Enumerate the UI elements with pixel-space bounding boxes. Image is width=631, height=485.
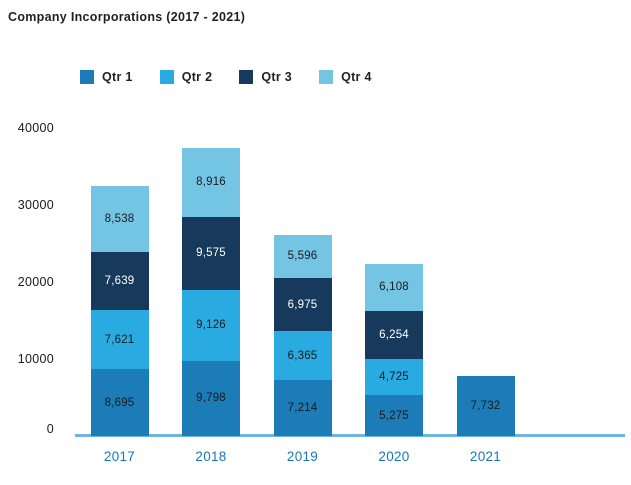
- bar-segment-2018-qtr3: 9,575: [182, 216, 240, 291]
- y-axis-tick-label: 40000: [17, 121, 54, 135]
- legend-label: Qtr 4: [341, 70, 372, 84]
- bar-segment-2017-qtr2: 7,621: [90, 310, 149, 370]
- data-label: 6,975: [287, 298, 318, 311]
- x-axis-label-2020: 2020: [378, 449, 410, 464]
- bar-segment-2019-qtr4: 5,596: [273, 234, 332, 278]
- y-axis-tick-label: 0: [46, 422, 54, 436]
- bar-segment-2019-qtr1: 7,214: [273, 380, 332, 436]
- data-label: 8,538: [104, 212, 135, 225]
- x-axis-label-2021: 2021: [469, 449, 502, 464]
- data-label: 5,275: [379, 409, 409, 422]
- data-label: 6,365: [287, 349, 318, 362]
- legend: Qtr 1 Qtr 2 Qtr 3 Qtr 4: [80, 70, 372, 84]
- bar-segment-2020-qtr2: 4,725: [365, 359, 423, 396]
- legend-swatch-icon: [319, 70, 334, 84]
- data-label: 9,126: [196, 319, 226, 332]
- legend-item-1: Qtr 1: [80, 70, 133, 84]
- stacked-bar-2017: 8,695 7,621 7,639 8,538: [90, 185, 149, 436]
- stacked-bar-2021: 7,732: [456, 376, 515, 436]
- x-axis-line: [75, 434, 625, 437]
- legend-label: Qtr 1: [102, 70, 133, 84]
- legend-item-2: Qtr 2: [159, 70, 213, 84]
- y-axis-tick-label: 20000: [17, 275, 54, 289]
- bar-segment-2020-qtr1: 5,275: [365, 395, 423, 436]
- bar-segment-2017-qtr4: 8,538: [90, 185, 149, 252]
- data-label: 4,725: [379, 371, 409, 384]
- legend-swatch-icon: [159, 70, 174, 84]
- legend-item-4: Qtr 4: [319, 70, 372, 84]
- bar-segment-2019-qtr3: 6,975: [273, 277, 332, 332]
- data-label: 9,798: [196, 392, 226, 405]
- stacked-bar-2019: 7,214 6,365 6,975 5,596: [273, 234, 332, 436]
- bar-segment-2018-qtr2: 9,126: [182, 290, 240, 361]
- data-label: 7,639: [104, 274, 135, 287]
- y-axis-tick-label: 10000: [17, 352, 54, 366]
- legend-label: Qtr 3: [261, 70, 293, 84]
- data-label: 7,621: [104, 333, 135, 346]
- bar-segment-2020-qtr4: 6,108: [365, 263, 423, 311]
- data-label: 7,214: [287, 402, 318, 415]
- data-label: 8,695: [104, 396, 135, 409]
- legend-swatch-icon: [80, 70, 94, 84]
- stacked-bar-2020: 5,275 4,725 6,254 6,108: [365, 263, 423, 436]
- bar-segment-2017-qtr1: 8,695: [90, 369, 149, 436]
- legend-swatch-icon: [239, 70, 254, 84]
- bar-segment-2021-qtr1: 7,732: [456, 376, 515, 436]
- y-axis-tick-label: 30000: [17, 198, 54, 212]
- chart-title: Company Incorporations (2017 - 2021): [8, 10, 246, 24]
- bar-segment-2018-qtr4: 8,916: [182, 147, 240, 217]
- bar-segment-2019-qtr2: 6,365: [273, 331, 332, 381]
- x-axis-label-2018: 2018: [195, 449, 227, 464]
- legend-item-3: Qtr 3: [239, 70, 292, 84]
- x-axis-label-2017: 2017: [103, 449, 136, 464]
- data-label: 5,596: [287, 250, 318, 263]
- legend-label: Qtr 2: [181, 70, 213, 84]
- data-label: 6,254: [379, 328, 409, 341]
- bar-segment-2017-qtr3: 7,639: [90, 251, 149, 311]
- data-label: 7,732: [470, 400, 501, 413]
- data-label: 6,108: [379, 281, 409, 294]
- data-label: 9,575: [196, 247, 226, 260]
- x-axis-label-2019: 2019: [286, 449, 319, 464]
- data-label: 8,916: [196, 176, 226, 189]
- bar-segment-2018-qtr1: 9,798: [182, 360, 240, 436]
- stacked-bar-2018: 9,798 9,126 9,575 8,916: [182, 147, 240, 436]
- bar-segment-2020-qtr3: 6,254: [365, 310, 423, 359]
